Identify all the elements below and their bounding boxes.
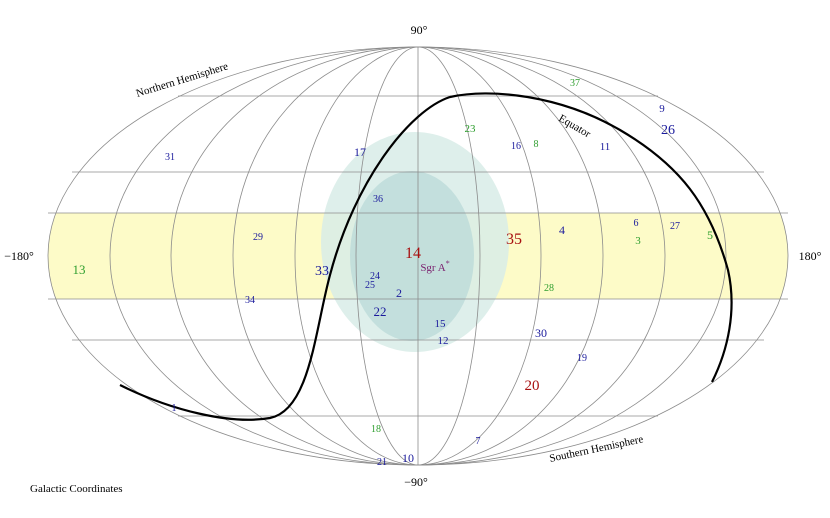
- map-outline: [47, 46, 789, 466]
- marker-label: 4: [559, 223, 565, 237]
- marker-label: 23: [465, 123, 477, 135]
- northern-hemisphere-label: Northern Hemisphere: [135, 60, 230, 99]
- marker-label: 18: [371, 424, 381, 435]
- marker-label: 31: [165, 152, 175, 163]
- marker-label: 7: [476, 436, 481, 447]
- marker-label: 35: [506, 231, 522, 248]
- marker-label: 14: [405, 245, 421, 262]
- marker-label: 16: [511, 141, 521, 152]
- marker-label: 34: [245, 295, 255, 306]
- marker-label: 30: [535, 326, 547, 340]
- marker-label: 6: [634, 218, 639, 229]
- marker-label: 12: [438, 335, 449, 347]
- marker-label: 17: [354, 145, 366, 159]
- southern-hemisphere-label: Southern Hemisphere: [548, 433, 644, 465]
- marker-label: 3: [635, 235, 641, 247]
- bulge-halo-inner: [350, 171, 474, 341]
- marker-label: 27: [670, 221, 680, 232]
- marker-label: 24: [370, 271, 380, 282]
- marker-label: 21: [377, 457, 387, 468]
- sgr-a-label-main: Sgr A: [420, 262, 445, 274]
- marker-label: 29: [253, 232, 263, 243]
- marker-label: 36: [373, 194, 383, 205]
- latitude-label-top: 90°: [411, 23, 428, 37]
- marker-label: 10: [402, 451, 414, 465]
- marker-label: 28: [544, 283, 554, 294]
- latitude-label-bottom: −90°: [404, 475, 428, 489]
- sgr-a-star-label: Sgr A*: [420, 259, 449, 274]
- marker-label: 2: [396, 286, 402, 300]
- marker-label: 37: [570, 78, 580, 89]
- marker-label: 9: [659, 103, 665, 115]
- marker-label: 33: [315, 264, 329, 279]
- sgr-a-label-sup: *: [446, 259, 450, 268]
- marker-label: 25: [365, 280, 375, 291]
- marker-label: 20: [525, 378, 540, 394]
- longitude-label-right: 180°: [799, 249, 822, 263]
- marker-label: 13: [73, 262, 86, 277]
- marker-label: 11: [600, 141, 611, 153]
- equator-curve: [119, 92, 733, 421]
- equator-label: Equator: [556, 112, 592, 140]
- marker-label: 1: [172, 403, 177, 414]
- marker-label: 5: [707, 228, 713, 242]
- object-markers: 37 9 26 23 16 8 11 31 17 36 6 27 5 29 4 …: [73, 78, 714, 468]
- marker-label: 22: [374, 304, 387, 319]
- galactic-coordinates-caption: Galactic Coordinates: [30, 483, 123, 495]
- marker-label: 26: [661, 123, 675, 138]
- marker-label: 8: [534, 139, 539, 150]
- marker-label: 15: [435, 318, 447, 330]
- longitude-label-left: −180°: [4, 249, 34, 263]
- marker-label: 19: [577, 353, 587, 364]
